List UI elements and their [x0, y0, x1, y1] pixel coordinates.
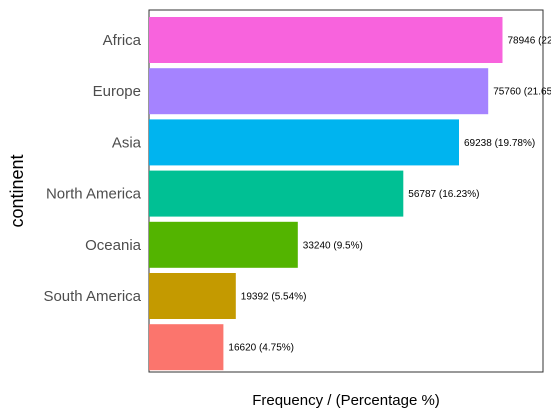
y-axis-title: continent — [7, 154, 27, 227]
bar-north-america — [149, 170, 404, 217]
y-tick-label: North America — [46, 186, 142, 203]
y-tick-label: Europe — [93, 83, 141, 100]
bar-unlabeled — [149, 324, 224, 371]
bar-europe — [149, 68, 489, 115]
bar-asia — [149, 119, 459, 166]
data-label: 75760 (21.65%) — [493, 87, 551, 98]
bar-africa — [149, 17, 503, 63]
data-label: 69238 (19.78%) — [464, 138, 535, 149]
bars-group: 78946 (22.56%) Africa 75760 (21.65%) Europe… — [43, 17, 551, 371]
data-label: 16620 (4.75%) — [228, 343, 294, 354]
y-tick-label: Oceania — [85, 237, 142, 254]
y-tick-label: Asia — [112, 134, 142, 151]
y-tick-label: South America — [43, 288, 141, 305]
data-label: 78946 (22.56%) — [508, 36, 551, 47]
x-axis-title: Frequency / (Percentage %) — [252, 392, 440, 409]
data-label: 19392 (5.54%) — [241, 292, 307, 303]
data-label: 56787 (16.23%) — [408, 189, 479, 200]
bar-oceania — [149, 221, 298, 268]
y-tick-label: Africa — [103, 32, 142, 49]
bar-south-america — [149, 273, 236, 319]
data-label: 33240 (9.5%) — [303, 240, 363, 251]
